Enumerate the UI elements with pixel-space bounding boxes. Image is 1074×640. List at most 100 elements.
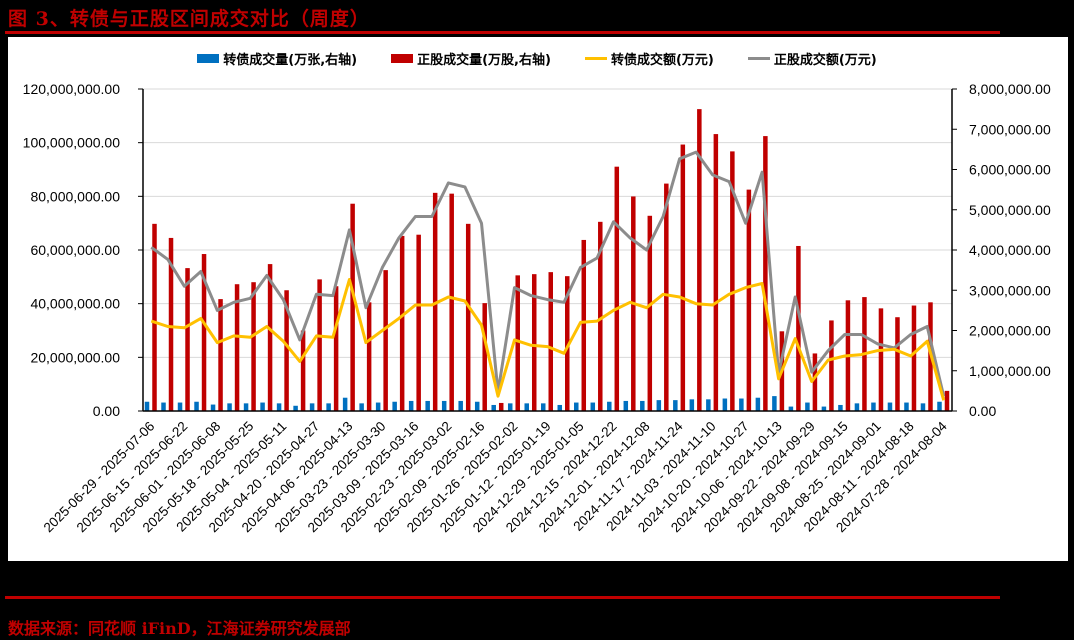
legend-swatch-yellow bbox=[584, 57, 607, 60]
bar-stock-volume bbox=[829, 320, 834, 411]
bar-cb-volume bbox=[722, 398, 728, 411]
right-axis-label: 4,000,000.00 bbox=[969, 242, 1051, 258]
bar-stock-volume bbox=[763, 136, 768, 411]
bar-cb-volume bbox=[408, 400, 414, 411]
legend-label: 转债成交量(万张,右轴) bbox=[223, 53, 358, 68]
bar-cb-volume bbox=[227, 403, 232, 411]
bar-stock-volume bbox=[366, 302, 372, 411]
right-axis-label: 8,000,000.00 bbox=[969, 81, 1051, 97]
bar-cb-volume bbox=[689, 399, 695, 411]
bar-stock-volume bbox=[482, 303, 487, 411]
title-divider bbox=[5, 31, 1000, 34]
left-axis-label: 40,000,000.00 bbox=[30, 296, 120, 312]
bar-cb-volume bbox=[375, 402, 381, 411]
bar-cb-volume bbox=[541, 403, 546, 411]
bar-stock-volume bbox=[152, 223, 157, 411]
bar-stock-volume bbox=[350, 203, 355, 411]
legend-swatch-gray bbox=[747, 57, 770, 60]
left-axis-label: 100,000,000.00 bbox=[23, 135, 121, 151]
legend-swatch-red bbox=[391, 54, 414, 63]
left-axis-label: 0.00 bbox=[93, 403, 120, 419]
bar-stock-volume bbox=[383, 270, 388, 411]
bar-stock-volume bbox=[730, 151, 735, 411]
bar-cb-volume bbox=[920, 403, 926, 411]
bar-stock-volume bbox=[465, 223, 471, 411]
bar-stock-volume bbox=[284, 290, 289, 411]
bar-stock-volume bbox=[944, 390, 950, 411]
legend-label: 正股成交额(万元) bbox=[773, 53, 877, 68]
legend-item-stock-volume: 正股成交量(万股,右轴) bbox=[391, 49, 551, 68]
bar-stock-volume bbox=[399, 235, 405, 411]
chart-panel bbox=[8, 37, 1068, 561]
bar-cb-volume bbox=[359, 403, 364, 411]
left-axis-label: 120,000,000.00 bbox=[23, 81, 121, 97]
bar-stock-volume bbox=[234, 284, 240, 411]
legend-item-cb-amount: 转债成交额(万元) bbox=[584, 49, 714, 68]
right-axis-label: 6,000,000.00 bbox=[969, 162, 1051, 178]
chart-legend: 转债成交量(万张,右轴) 正股成交量(万股,右轴) 转债成交额(万元) 正股成交… bbox=[0, 49, 1074, 68]
bar-stock-volume bbox=[449, 193, 454, 411]
bar-stock-volume bbox=[647, 215, 653, 411]
bar-cb-volume bbox=[474, 401, 480, 411]
legend-label: 正股成交量(万股,右轴) bbox=[417, 53, 551, 68]
bar-cb-volume bbox=[887, 402, 893, 411]
line-cb-amount bbox=[150, 278, 946, 401]
legend-item-stock-amount: 正股成交额(万元) bbox=[747, 49, 877, 68]
bar-cb-volume bbox=[838, 404, 843, 411]
bar-stock-volume bbox=[416, 234, 421, 411]
bar-cb-volume bbox=[194, 401, 199, 411]
bar-stock-volume bbox=[531, 274, 537, 411]
right-axis-label: 5,000,000.00 bbox=[969, 202, 1051, 218]
bar-cb-volume bbox=[640, 400, 645, 411]
bar-stock-volume bbox=[895, 317, 900, 411]
right-axis-label: 2,000,000.00 bbox=[969, 323, 1051, 339]
bar-cb-volume bbox=[177, 402, 183, 411]
left-axis-label: 60,000,000.00 bbox=[30, 242, 120, 258]
bar-stock-volume bbox=[796, 245, 801, 411]
bar-cb-volume bbox=[607, 401, 612, 411]
legend-swatch-blue bbox=[197, 54, 220, 63]
bar-stock-volume bbox=[713, 134, 719, 411]
bar-stock-volume bbox=[267, 264, 273, 411]
bar-cb-volume bbox=[904, 402, 909, 411]
bar-cb-volume bbox=[524, 403, 529, 411]
bar-stock-volume bbox=[251, 282, 256, 411]
bar-stock-volume bbox=[498, 402, 504, 411]
bar-stock-volume bbox=[911, 305, 917, 411]
bar-cb-volume bbox=[342, 397, 348, 411]
bar-cb-volume bbox=[458, 400, 463, 411]
bar-cb-volume bbox=[491, 404, 496, 411]
bar-stock-volume bbox=[598, 221, 603, 411]
left-axis-label: 80,000,000.00 bbox=[30, 188, 120, 204]
bar-cb-volume bbox=[392, 401, 397, 411]
bar-stock-volume bbox=[168, 237, 174, 411]
right-axis-label: 0.00 bbox=[969, 403, 996, 419]
legend-item-cb-volume: 转债成交量(万张,右轴) bbox=[197, 49, 357, 68]
bar-cb-volume bbox=[144, 401, 150, 411]
data-source-note: 数据来源：同花顺 iFinD，江海证券研究发展部 bbox=[8, 619, 351, 638]
bar-cb-volume bbox=[755, 397, 761, 411]
bar-cb-volume bbox=[441, 400, 447, 411]
bar-cb-volume bbox=[425, 400, 430, 411]
right-axis-label: 3,000,000.00 bbox=[969, 282, 1051, 298]
bar-stock-volume bbox=[680, 144, 686, 412]
bar-cb-volume bbox=[656, 400, 662, 411]
bar-stock-volume bbox=[697, 109, 702, 411]
bar-stock-volume bbox=[333, 286, 339, 411]
bar-stock-volume bbox=[878, 308, 884, 411]
bar-cb-volume bbox=[706, 399, 711, 411]
bar-cb-volume bbox=[260, 402, 265, 411]
bar-cb-volume bbox=[772, 396, 777, 411]
line-stock-amount bbox=[150, 150, 946, 397]
bar-stock-volume bbox=[317, 279, 322, 411]
right-axis-label: 1,000,000.00 bbox=[969, 363, 1051, 379]
bar-stock-volume bbox=[565, 276, 570, 411]
bar-stock-volume bbox=[201, 254, 207, 411]
legend-label: 转债成交额(万元) bbox=[610, 53, 714, 68]
right-axis-label: 7,000,000.00 bbox=[969, 121, 1051, 137]
bar-cb-volume bbox=[276, 403, 282, 411]
bar-stock-volume bbox=[664, 183, 669, 411]
bar-cb-volume bbox=[673, 400, 678, 411]
bar-cb-volume bbox=[210, 404, 216, 411]
bar-cb-volume bbox=[574, 402, 579, 411]
